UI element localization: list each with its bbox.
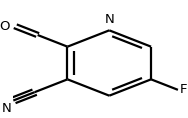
- Text: N: N: [104, 13, 114, 26]
- Text: O: O: [0, 20, 10, 33]
- Text: N: N: [2, 102, 12, 115]
- Text: F: F: [180, 83, 187, 96]
